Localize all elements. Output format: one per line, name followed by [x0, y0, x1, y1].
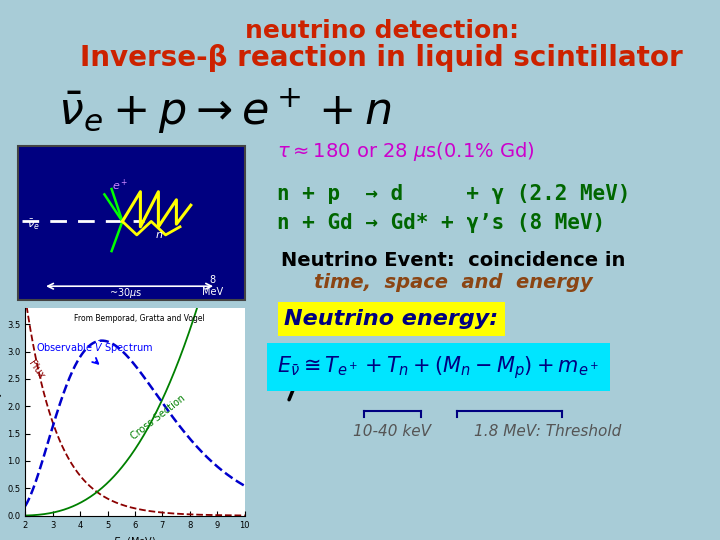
- Text: From Bemporad, Gratta and Vogel: From Bemporad, Gratta and Vogel: [74, 314, 204, 323]
- Text: Observable $\bar{V}$ Spectrum: Observable $\bar{V}$ Spectrum: [36, 340, 153, 355]
- Text: neutrino detection:: neutrino detection:: [245, 19, 518, 43]
- Text: 8
MeV: 8 MeV: [202, 275, 223, 297]
- Text: Inverse-β reaction in liquid scintillator: Inverse-β reaction in liquid scintillato…: [80, 44, 683, 72]
- Text: time,  space  and  energy: time, space and energy: [314, 273, 593, 292]
- Y-axis label: Arbitrary: Arbitrary: [0, 390, 1, 434]
- Text: 1.8 MeV: Threshold: 1.8 MeV: Threshold: [474, 424, 621, 439]
- Text: 10-40 keV: 10-40 keV: [354, 424, 431, 439]
- Text: ~30$\mu$s: ~30$\mu$s: [109, 286, 143, 300]
- Text: $\bar{\nu}_e$: $\bar{\nu}_e$: [27, 218, 40, 232]
- Text: Flux: Flux: [27, 359, 47, 381]
- Text: $n$: $n$: [155, 230, 163, 240]
- X-axis label: $E_\nu$ (MeV): $E_\nu$ (MeV): [114, 535, 156, 540]
- Text: $E_{\bar{\nu}} \cong T_{e^+} + T_n + (M_n - M_p) + m_{e^+}$: $E_{\bar{\nu}} \cong T_{e^+} + T_n + (M_…: [277, 354, 600, 381]
- Text: Neutrino Event:  coincidence in: Neutrino Event: coincidence in: [282, 251, 626, 270]
- Text: n + p  → d     + γ (2.2 MeV): n + p → d + γ (2.2 MeV): [277, 184, 631, 204]
- Text: $e^+$: $e^+$: [112, 178, 128, 193]
- Text: $\bar{\nu}_e + p \rightarrow e^+ + n$: $\bar{\nu}_e + p \rightarrow e^+ + n$: [58, 86, 392, 136]
- Bar: [18, 146, 245, 300]
- Text: Neutrino energy:: Neutrino energy:: [284, 309, 498, 329]
- Text: n + Gd → Gd* + γ’s (8 MeV): n + Gd → Gd* + γ’s (8 MeV): [277, 213, 606, 233]
- Text: $\tau \approx 180$ or $28$ $\mu$s(0.1% Gd): $\tau \approx 180$ or $28$ $\mu$s(0.1% G…: [277, 140, 535, 164]
- Text: Cross Section: Cross Section: [130, 393, 188, 441]
